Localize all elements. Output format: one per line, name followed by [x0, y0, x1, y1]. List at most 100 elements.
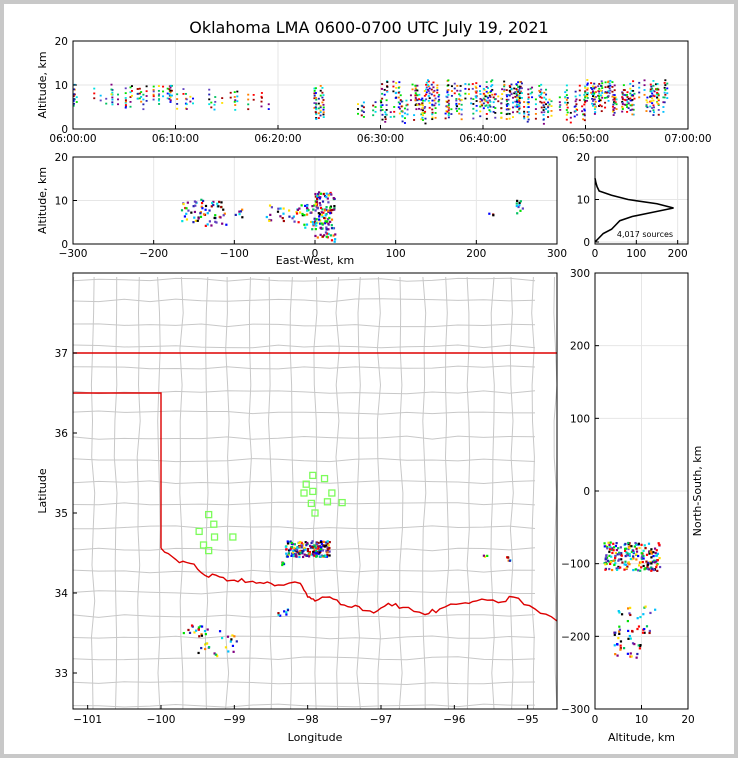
ew-alt-point [327, 232, 330, 236]
time-height-point [584, 101, 587, 104]
map-source-point [200, 633, 203, 636]
time-height-point [540, 106, 543, 109]
time-height-point [632, 108, 635, 111]
time-height-point [515, 92, 518, 95]
time-height-point [447, 104, 450, 107]
alt-ns-point [624, 542, 627, 546]
ew-alt-point [314, 209, 317, 212]
time-height-point [578, 99, 581, 102]
time-height-point [485, 85, 488, 88]
map-source-point [277, 613, 280, 616]
time-height-point [601, 82, 604, 85]
time-height-point [511, 106, 514, 109]
time-height-point [445, 110, 448, 113]
time-height-point [578, 94, 581, 97]
map-source-point [304, 548, 307, 551]
map-source-point [290, 545, 294, 549]
map-source-point [328, 546, 331, 550]
time-height-point [319, 84, 322, 87]
time-height-point [598, 97, 601, 100]
time-height-point [168, 98, 171, 100]
map-source-point [318, 551, 321, 554]
time-height-point [394, 97, 397, 99]
lma-station-marker [320, 474, 329, 483]
map-source-point [308, 555, 311, 558]
ew-alt-point [326, 220, 329, 223]
map-source-point [200, 646, 203, 650]
time-height-point [598, 105, 601, 107]
time-height-point [500, 107, 503, 110]
county-line [73, 703, 535, 708]
ew-tick-label: −100 [220, 248, 249, 260]
time-height-point [130, 85, 133, 87]
time-height-point [564, 96, 567, 98]
time-height-point [117, 93, 120, 96]
ew-alt-point [208, 220, 212, 223]
time-height-point [605, 91, 608, 94]
time-height-point [492, 110, 495, 113]
ew-alt-point [330, 239, 334, 242]
ew-alt-point [519, 200, 522, 203]
time-height-point [381, 118, 384, 121]
time-height-point [110, 93, 113, 96]
ew-alt-point [327, 210, 330, 214]
alt-ns-point [619, 648, 622, 651]
time-height-point [447, 93, 450, 96]
time-height-point [166, 87, 169, 90]
time-height-point [459, 99, 462, 102]
time-height-point [485, 100, 488, 103]
time-height-point [542, 118, 545, 121]
map-source-point [486, 554, 489, 557]
ew-alt-point [325, 213, 328, 216]
alt-ns-point [616, 553, 619, 556]
time-height-point [208, 98, 211, 101]
alt-ns-point [628, 612, 631, 615]
alt-ns-point [628, 542, 631, 545]
alt-ns-point [632, 557, 635, 560]
time-height-point [214, 96, 217, 98]
map-source-point [287, 549, 291, 552]
ew-alt-point [234, 213, 237, 216]
time-height-point [518, 101, 521, 104]
time-height-point [381, 92, 384, 95]
time-height-point [229, 96, 232, 99]
time-height-point [436, 91, 439, 94]
time-height-point [531, 86, 534, 89]
time-height-point [608, 92, 611, 95]
time-tick-label: 06:50:00 [562, 133, 609, 145]
time-height-point [593, 108, 596, 110]
time-height-point [548, 98, 551, 101]
time-height-point [662, 101, 665, 104]
alt-ns-point [650, 556, 653, 559]
alt-ns-point [651, 567, 654, 570]
time-height-point [597, 85, 600, 88]
time-height-point [362, 116, 365, 118]
time-height-point [646, 106, 649, 109]
ew-alt-point [194, 219, 198, 222]
time-height-point [593, 103, 596, 106]
time-height-point [612, 103, 615, 106]
time-height-point [664, 93, 667, 96]
time-height-point [384, 113, 387, 116]
ew-alt-point [268, 219, 271, 222]
time-height-point [518, 90, 521, 93]
time-height-point [584, 96, 587, 99]
time-height-point [527, 113, 530, 116]
time-height-point [313, 87, 316, 90]
county-line [73, 277, 536, 282]
time-height-point [395, 86, 398, 89]
time-height-point [575, 98, 578, 101]
alt-ns-point [616, 654, 619, 657]
alt-ns-point [618, 553, 621, 556]
time-height-point [514, 100, 517, 103]
time-height-point [460, 113, 463, 116]
time-height-point [380, 101, 383, 104]
alt-ns-point [645, 560, 648, 563]
time-height-point [598, 83, 601, 85]
lma-station-marker [199, 541, 208, 549]
alt-ns-point [605, 562, 608, 565]
time-height-point [649, 100, 652, 103]
time-height-point [145, 95, 148, 97]
time-height-point [527, 88, 530, 91]
time-height-point [542, 113, 545, 116]
